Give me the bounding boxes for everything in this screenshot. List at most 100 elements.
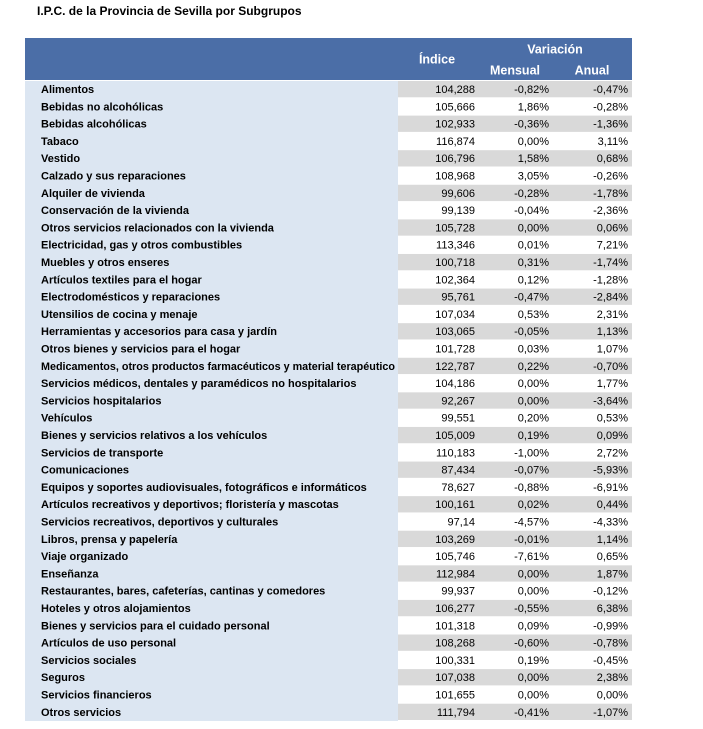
cell-bg [553, 461, 632, 478]
indice-value: 104,288 [435, 84, 475, 96]
anual-value: -3,64% [593, 395, 628, 407]
header-band [25, 38, 632, 80]
cell-bg [398, 288, 480, 305]
cell-bg [480, 548, 553, 565]
indice-value: 101,655 [435, 689, 475, 701]
cell-bg [398, 461, 480, 478]
cell-bg [553, 305, 632, 323]
row-label: Conservación de la vivienda [41, 205, 190, 217]
cell-bg [398, 548, 480, 565]
anual-value: 3,11% [598, 136, 629, 148]
indice-value: 105,009 [435, 430, 475, 442]
row-label: Bienes y servicios relativos a los vehíc… [41, 430, 267, 442]
cell-bg [398, 115, 480, 132]
cell-bg [553, 392, 632, 409]
mensual-value: 0,00% [518, 395, 549, 407]
row-label: Hoteles y otros alojamientos [41, 603, 191, 615]
cell-bg [480, 184, 553, 202]
anual-value: 2,72% [597, 447, 628, 459]
row-label: Servicios médicos, dentales y paramédico… [41, 378, 356, 390]
anual-value: -0,47% [593, 84, 628, 96]
anual-value: 0,00% [597, 689, 628, 701]
row-label: Servicios hospitalarios [41, 395, 161, 407]
mensual-value: 0,01% [518, 240, 549, 252]
cell-bg [398, 496, 480, 513]
mensual-value: 0,02% [518, 499, 549, 511]
indice-value: 102,933 [435, 119, 475, 131]
mensual-value: 0,20% [518, 413, 549, 425]
row-label: Servicios sociales [41, 655, 136, 667]
mensual-value: 0,22% [518, 361, 549, 373]
cell-bg [553, 271, 632, 288]
row-label: Otros servicios relacionados con la vivi… [41, 222, 275, 234]
indice-value: 111,794 [437, 707, 475, 719]
cell-bg [553, 651, 632, 669]
cell-bg [480, 478, 553, 496]
cell-bg [480, 202, 553, 219]
cell-bg [398, 565, 480, 582]
indice-value: 99,551 [441, 413, 475, 425]
indice-value: 103,065 [435, 326, 475, 338]
mensual-value: -0,36% [514, 119, 549, 131]
cell-bg [480, 98, 553, 115]
indice-value: 122,787 [435, 361, 475, 373]
anual-value: -1,36% [593, 119, 628, 131]
cell-bg [480, 582, 553, 599]
mensual-value: 0,00% [518, 568, 549, 580]
row-label: Vestido [41, 153, 80, 165]
cell-bg [480, 253, 553, 271]
indice-value: 99,606 [441, 188, 475, 200]
cell-bg [553, 132, 632, 150]
cell-bg [553, 236, 632, 253]
cell-bg [480, 219, 553, 236]
indice-value: 101,318 [435, 620, 475, 632]
anual-value: -1,07% [593, 707, 628, 719]
cell-bg [398, 444, 480, 461]
mensual-value: 0,19% [518, 655, 549, 667]
row-label: Alquiler de vivienda [41, 188, 146, 200]
row-label: Otros servicios [41, 707, 121, 719]
cell-bg [553, 634, 632, 651]
cell-bg [553, 409, 632, 426]
cell-bg [553, 548, 632, 565]
indice-value: 116,874 [436, 136, 475, 148]
mensual-value: 0,00% [518, 378, 549, 390]
cell-bg [398, 669, 480, 686]
indice-value: 100,331 [435, 655, 475, 667]
indice-value: 107,038 [435, 672, 475, 684]
mensual-value: -0,60% [514, 638, 549, 650]
header-indice: Índice [419, 51, 455, 66]
row-label: Electrodomésticos y reparaciones [41, 292, 220, 304]
cell-bg [480, 271, 553, 288]
indice-value: 78,627 [441, 482, 475, 494]
indice-value: 92,267 [441, 395, 475, 407]
header-variacion: Variación [527, 42, 583, 56]
cell-bg [480, 81, 553, 98]
anual-value: -5,93% [593, 465, 628, 477]
cell-bg [398, 184, 480, 202]
mensual-value: -7,61% [514, 551, 549, 563]
row-label: Comunicaciones [41, 465, 129, 477]
row-label: Servicios financieros [41, 689, 152, 701]
mensual-value: 0,00% [518, 672, 549, 684]
anual-value: -0,26% [593, 171, 628, 183]
mensual-value: -0,07% [514, 465, 549, 477]
cell-bg [398, 236, 480, 253]
row-label: Servicios recreativos, deportivos y cult… [41, 516, 278, 528]
mensual-value: 0,53% [518, 309, 549, 321]
row-label: Bebidas alcohólicas [41, 119, 147, 131]
cell-bg [480, 340, 553, 357]
cell-bg [480, 167, 553, 184]
cell-bg [480, 409, 553, 426]
row-label: Medicamentos, otros productos farmacéuti… [41, 361, 395, 373]
indice-value: 95,761 [441, 292, 475, 304]
anual-value: -0,99% [593, 620, 628, 632]
mensual-value: 0,00% [518, 689, 549, 701]
row-label: Utensilios de cocina y menaje [41, 309, 198, 321]
mensual-value: -0,05% [514, 326, 549, 338]
cell-bg [480, 651, 553, 669]
cell-bg [553, 150, 632, 167]
mensual-value: -0,41% [514, 707, 549, 719]
cell-bg [480, 357, 553, 375]
anual-value: 0,53% [597, 413, 628, 425]
